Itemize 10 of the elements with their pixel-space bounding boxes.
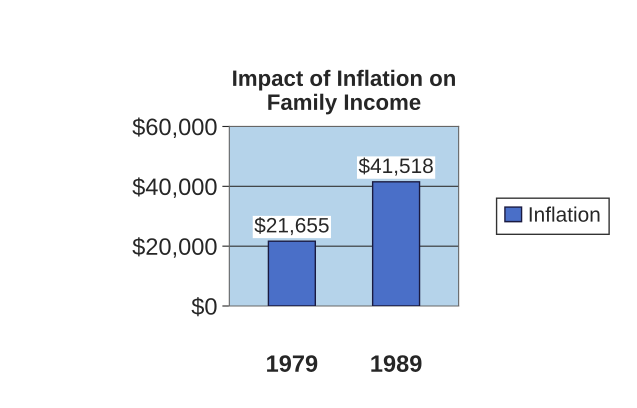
y-tick-label: $20,000 [132, 237, 217, 258]
text: $21,655 [254, 216, 329, 236]
y-tick-label: $40,000 [132, 177, 217, 198]
chart-title: Impact of Inflation on Family Income [233, 70, 455, 114]
legend-label: Inflation [530, 206, 600, 222]
x-tick-label: 1979 [267, 355, 318, 372]
y-tick-label: $60,000 [132, 118, 217, 138]
x-tick-label: 1989 [371, 355, 422, 372]
text: $41,518 [358, 158, 433, 176]
y-tick-label: $0 [192, 297, 217, 316]
